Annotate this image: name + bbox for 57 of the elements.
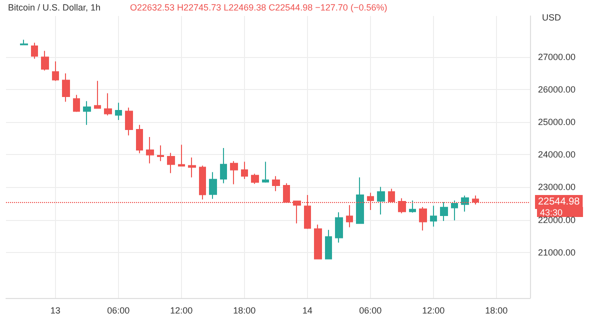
x-tick-label: 18:00: [485, 306, 508, 316]
y-axis-title: USD: [542, 12, 562, 22]
candlestick: [62, 72, 70, 102]
y-tick-label: 23000.00: [538, 182, 576, 192]
candlestick: [136, 124, 143, 154]
candlestick: [199, 165, 206, 200]
y-tick-label: 26000.00: [538, 84, 576, 94]
candlestick: [125, 107, 133, 136]
ref-line-label: 22544.98: [538, 196, 580, 208]
candlestick: [409, 200, 416, 214]
y-tick-label: 22000.00: [538, 214, 576, 225]
candlestick: [146, 136, 154, 164]
x-tick-label: 14: [302, 306, 312, 316]
x-tick-label: 18:00: [233, 306, 256, 316]
y-tick-label: 24000.00: [538, 150, 576, 160]
candlestick: [209, 172, 217, 200]
candlestick: [52, 60, 59, 82]
candlestick: [83, 100, 91, 126]
text: 43:30: [540, 207, 563, 218]
candlestick: [73, 94, 80, 112]
candlestick: [377, 186, 385, 216]
candlestick: [167, 152, 175, 174]
chart-title: Bitcoin / U.S. Dollar, 1h: [8, 2, 101, 12]
candlestick: [262, 161, 269, 184]
candlestick: [335, 212, 343, 244]
candlestick: [220, 148, 227, 184]
candlestick: [41, 50, 49, 71]
candlestick: [346, 204, 353, 228]
candlestick: [451, 200, 458, 221]
x-tick-label: 13: [50, 306, 60, 316]
candlestick: [31, 42, 38, 60]
x-tick-label: 12:00: [422, 306, 445, 316]
candlestick: [188, 156, 196, 178]
x-tick-label: 12:00: [170, 306, 193, 316]
y-tick-label: 27000.00: [538, 52, 576, 62]
x-tick-label: 06:00: [359, 306, 382, 316]
candlestick: [104, 92, 112, 116]
candlestick: [356, 176, 364, 224]
candlestick: [314, 224, 322, 260]
y-tick-label: 21000.00: [538, 247, 576, 258]
candlestick: [178, 144, 185, 166]
candlestick: [430, 205, 437, 228]
x-tick-label: 06:00: [107, 306, 130, 316]
candlestick: [157, 144, 164, 162]
candlestick: [440, 202, 448, 222]
y-tick-label: 25000.00: [538, 116, 576, 127]
candlestick: [241, 161, 248, 180]
candlestick: [94, 80, 101, 110]
candlestick: [20, 39, 28, 46]
candlestick: [251, 173, 259, 184]
candlestick: [230, 160, 238, 185]
candlestick: [325, 229, 332, 260]
candlestick: [419, 206, 427, 232]
text: O22632.53 H22745.73 L22469.38 C22544.98 −127.70 (−0.56%): [130, 2, 388, 12]
candlestick: [461, 195, 469, 212]
candlestick: [272, 176, 280, 192]
candlestick: [115, 102, 122, 120]
